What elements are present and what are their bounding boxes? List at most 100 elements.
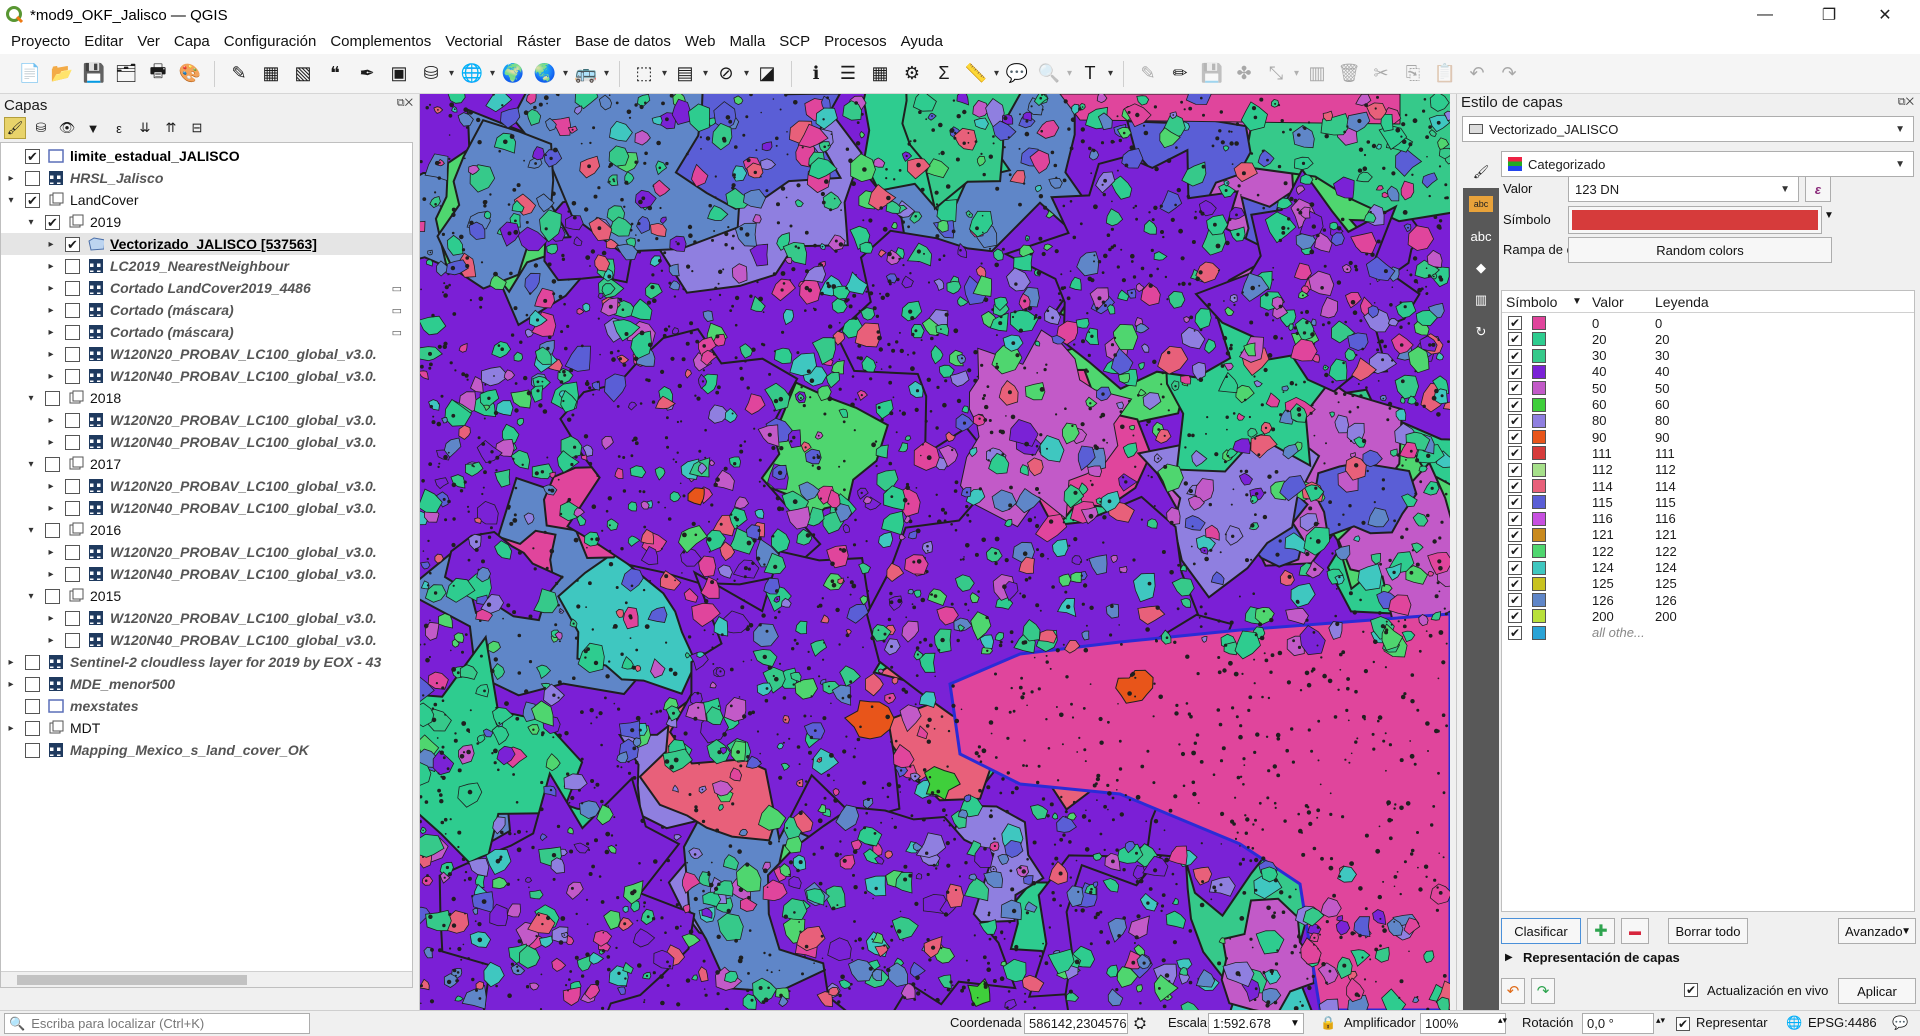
expand-arrow-icon[interactable]: ▸ — [8, 678, 14, 690]
category-checkbox[interactable]: ✔ — [1508, 625, 1522, 640]
layer-visibility-checkbox[interactable] — [25, 742, 40, 758]
category-row[interactable]: ✔ 126 126 — [1502, 592, 1914, 608]
layer-visibility-checkbox[interactable] — [65, 258, 80, 274]
expand-arrow-icon[interactable]: ▸ — [48, 568, 54, 580]
category-row[interactable]: ✔ 112 112 — [1502, 462, 1914, 478]
add-wms-layer-icon[interactable]: 🌍 — [501, 63, 525, 83]
advanced-button[interactable]: Avanzado ▼ — [1838, 918, 1916, 944]
layer-tree-row[interactable]: ▸ Cortado (máscara) ▭ — [1, 321, 412, 343]
layer-visibility-checkbox[interactable] — [65, 544, 80, 560]
classify-button[interactable]: Clasificar — [1501, 918, 1581, 944]
toggle-editing-icon[interactable]: ✏ — [1172, 63, 1188, 83]
collapse-arrow-icon[interactable]: ▾ — [8, 194, 14, 206]
menu-item-malla[interactable]: Malla — [729, 33, 766, 50]
layer-visibility-checkbox[interactable] — [65, 500, 80, 516]
labels-tab-icon[interactable]: abc — [1469, 196, 1493, 212]
column-legend[interactable]: Leyenda — [1655, 293, 1709, 310]
category-row[interactable]: ✔ 125 125 — [1502, 576, 1914, 592]
add-mesh-layer-icon[interactable]: ▧ — [294, 63, 312, 83]
category-row[interactable]: ✔ 115 115 — [1502, 494, 1914, 510]
expand-arrow-icon[interactable]: ▸ — [8, 172, 14, 184]
menu-item-ráster[interactable]: Ráster — [516, 33, 561, 50]
open-project-icon[interactable]: 📂 — [50, 63, 74, 83]
category-checkbox[interactable]: ✔ — [1508, 364, 1522, 379]
chevron-down-icon[interactable]: ▼ — [1290, 1018, 1300, 1029]
3d-view-tab-icon[interactable]: ◆ — [1476, 260, 1486, 275]
collapse-arrow-icon[interactable]: ▾ — [28, 524, 34, 536]
symbology-tab-icon[interactable]: 🖌 — [1463, 156, 1499, 188]
collapse-arrow-icon[interactable]: ▾ — [28, 590, 34, 602]
layer-tree-row[interactable]: ▸ ✔ Vectorizado_JALISCO [537563] — [1, 233, 412, 255]
menu-item-proyecto[interactable]: Proyecto — [11, 33, 71, 50]
crs-globe-icon[interactable]: 🌐 — [1786, 1015, 1803, 1030]
category-checkbox[interactable]: ✔ — [1508, 397, 1522, 412]
category-color-swatch[interactable] — [1532, 430, 1546, 445]
layer-rendering-section[interactable]: Representación de capas — [1523, 950, 1680, 965]
category-checkbox[interactable]: ✔ — [1508, 560, 1522, 575]
map-canvas[interactable] — [420, 94, 1450, 1010]
text-annotation-icon[interactable]: T — [1077, 61, 1114, 87]
layer-tree-row[interactable]: ▸ W120N20_PROBAV_LC100_global_v3.0. — [1, 343, 412, 365]
layer-tree-row[interactable]: ▸ W120N20_PROBAV_LC100_global_v3.0. — [1, 409, 412, 431]
category-checkbox[interactable]: ✔ — [1508, 479, 1522, 493]
panel-float-close-icon[interactable]: ⧉✕ — [1897, 96, 1914, 108]
category-checkbox[interactable]: ✔ — [1508, 430, 1522, 445]
category-color-swatch[interactable] — [1532, 348, 1546, 363]
map-tips-icon[interactable]: 💬 — [1005, 63, 1029, 83]
redo-icon[interactable]: ↷ — [1501, 63, 1517, 83]
print-layout-icon[interactable]: 🖶 — [149, 60, 167, 81]
layer-tree-row[interactable]: ▸ W120N20_PROBAV_LC100_global_v3.0. — [1, 607, 412, 629]
measure-icon[interactable]: 📏 — [963, 61, 999, 87]
category-color-swatch[interactable] — [1532, 446, 1546, 461]
menu-item-editar[interactable]: Editar — [84, 33, 124, 50]
layer-tree-row[interactable]: ▸ Cortado (máscara) ▭ — [1, 299, 412, 321]
menu-item-vectorial[interactable]: Vectorial — [445, 33, 503, 50]
menu-item-base-de-datos[interactable]: Base de datos — [574, 33, 671, 50]
category-color-swatch[interactable] — [1532, 609, 1546, 624]
layer-tree-row[interactable]: ✔ limite_estadual_JALISCO — [1, 145, 412, 167]
layer-tree-row[interactable]: ▾ 2018 — [1, 387, 412, 409]
category-checkbox[interactable]: ✔ — [1508, 413, 1522, 428]
category-checkbox[interactable]: ✔ — [1508, 527, 1522, 542]
category-checkbox[interactable]: ✔ — [1508, 593, 1522, 608]
layer-visibility-checkbox[interactable] — [65, 302, 80, 318]
layer-tree-row[interactable]: ▾ ✔ 2019 — [1, 211, 412, 233]
coordinate-field[interactable]: 586142,2304576 — [1024, 1013, 1128, 1034]
expand-arrow-icon[interactable]: ▸ — [48, 238, 54, 250]
rotation-field[interactable]: 0,0 ° — [1582, 1013, 1654, 1034]
filter-legend-icon[interactable]: ▼ — [86, 120, 100, 136]
layer-visibility-checkbox[interactable]: ✔ — [65, 236, 80, 252]
category-color-swatch[interactable] — [1532, 527, 1546, 542]
category-checkbox[interactable]: ✔ — [1508, 576, 1522, 591]
add-wfs-layer-icon[interactable]: 🌏 — [532, 61, 568, 87]
toggle-extents-icon[interactable]: ⛭ — [1134, 1015, 1147, 1032]
add-web-service-icon[interactable]: 🌐 — [459, 61, 495, 87]
remove-layer-icon[interactable]: ⊟ — [191, 120, 203, 135]
expand-arrow-icon[interactable]: ▶ — [1505, 952, 1513, 963]
restore-button[interactable]: ❐ — [1821, 7, 1837, 24]
modify-attributes-icon[interactable]: ▥ — [1308, 63, 1326, 83]
category-color-swatch[interactable] — [1532, 511, 1546, 526]
delete-selected-icon[interactable]: 🗑 — [1337, 63, 1361, 83]
expand-arrow-icon[interactable]: ▸ — [48, 414, 54, 426]
save-edits-icon[interactable]: 💾 — [1200, 63, 1224, 83]
expand-arrow-icon[interactable]: ▸ — [48, 304, 54, 316]
layer-tree-row[interactable]: Mapping_Mexico_s_land_cover_OK — [1, 739, 412, 761]
history-tab-icon[interactable]: ↻ — [1475, 324, 1487, 339]
minimize-button[interactable]: — — [1757, 6, 1773, 23]
live-update-checkbox[interactable]: ✔ — [1684, 983, 1698, 997]
menu-item-ayuda[interactable]: Ayuda — [900, 33, 943, 50]
select-by-location-icon[interactable]: ◪ — [758, 63, 776, 83]
redo-style-icon[interactable]: ↷ — [1531, 978, 1555, 1004]
deselect-features-icon[interactable]: ⊘ — [713, 61, 749, 87]
expand-arrow-icon[interactable]: ▸ — [48, 326, 54, 338]
layer-tree-row[interactable]: ▸ MDT — [1, 717, 412, 739]
diagrams-tab-icon[interactable]: ▥ — [1474, 292, 1488, 307]
menu-item-capa[interactable]: Capa — [173, 33, 210, 50]
add-vector-layer-icon[interactable]: ✎ — [231, 63, 247, 83]
scale-field[interactable]: 1:592.678 — [1208, 1013, 1304, 1034]
category-color-swatch[interactable] — [1532, 462, 1546, 477]
select-by-expression-icon[interactable]: ▤ — [672, 61, 708, 87]
layer-visibility-checkbox[interactable]: ✔ — [25, 148, 40, 164]
layer-tree-row[interactable]: ▸ HRSL_Jalisco — [1, 167, 412, 189]
